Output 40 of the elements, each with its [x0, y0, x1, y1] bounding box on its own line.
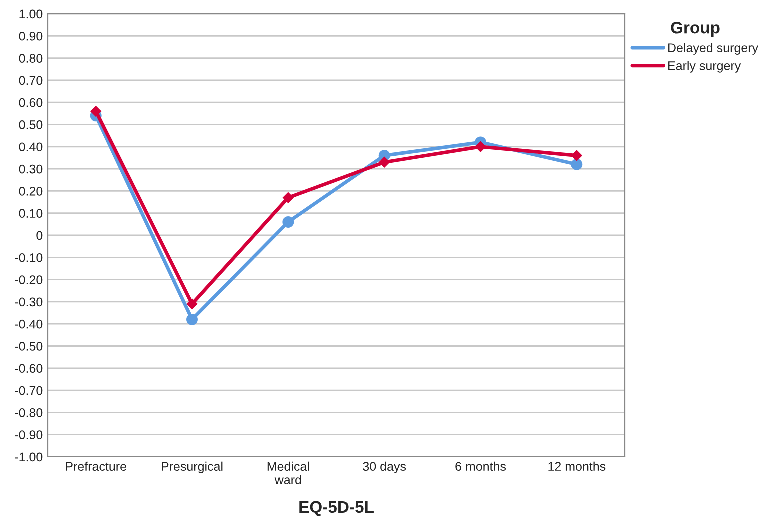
y-tick-label: -0.80: [15, 408, 43, 418]
x-tick-label: Medical ward: [268, 462, 310, 485]
y-tick-label: 0.60: [19, 98, 43, 108]
point: [379, 156, 390, 168]
y-tick-label: 0.30: [19, 164, 43, 174]
y-tick-label: 0.10: [19, 209, 43, 218]
point: [571, 150, 582, 162]
y-tick-label: 0.50: [19, 120, 43, 130]
legend-label: Delayed surgery: [668, 43, 758, 55]
y-tick-label: 1.00: [20, 10, 43, 19]
point: [186, 314, 198, 326]
y-tick-label: -1.00: [15, 452, 43, 462]
point: [186, 298, 198, 310]
y-tick-label: -0.40: [15, 320, 43, 329]
y-tick-label: -0.30: [15, 298, 43, 307]
x-tick-label: 6 months: [456, 462, 506, 472]
point: [282, 192, 294, 204]
y-tick-label: 0.90: [19, 32, 43, 41]
y-tick-label: 0.80: [19, 54, 43, 63]
x-tick-label: 30 days: [363, 462, 406, 474]
x-tick-label: Prefracture: [66, 462, 126, 472]
y-tick-label: -0.50: [15, 342, 43, 351]
point: [571, 158, 583, 170]
y-tick-label: -0.10: [15, 253, 43, 262]
point: [90, 106, 102, 117]
y-tick-label: -0.70: [15, 386, 43, 396]
y-tick-label: 0.20: [19, 187, 43, 196]
y-tick-label: -0.60: [15, 364, 43, 374]
legend-label: Early surgery: [668, 61, 742, 73]
legend-title: Group: [671, 22, 720, 38]
point: [282, 216, 294, 228]
x-axis-title: EQ-5D-5L: [300, 501, 374, 516]
x-tick-label: 12 months: [548, 462, 606, 472]
x-tick-label: Presurgical: [162, 462, 223, 474]
y-tick-label: -0.20: [15, 276, 43, 284]
y-tick-label: -0.90: [15, 430, 43, 440]
point: [475, 141, 486, 152]
y-tick-label: 0: [36, 231, 43, 240]
y-tick-label: 0.70: [19, 76, 43, 86]
y-tick-label: 0.40: [19, 142, 43, 152]
